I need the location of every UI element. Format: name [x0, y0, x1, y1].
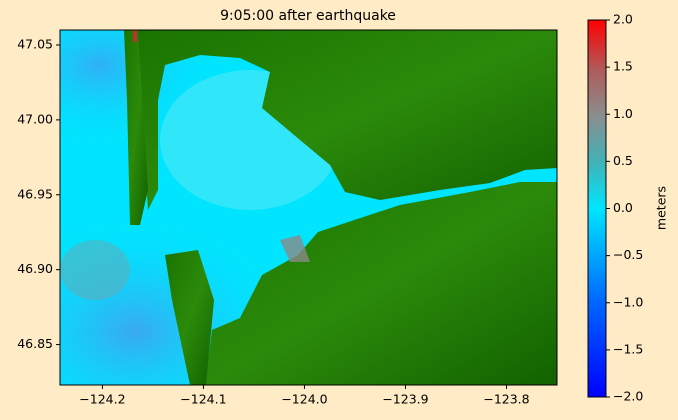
map-image [60, 30, 557, 385]
colorbar-tick-label: −0.5 [613, 247, 643, 262]
colorbar-label: meters [654, 186, 669, 230]
land [137, 30, 557, 210]
spit [124, 30, 148, 225]
colorbar-tick-label: 1.0 [613, 106, 633, 121]
y-tick-label: 47.00 [17, 111, 53, 126]
x-tick-label: −123.8 [483, 392, 529, 407]
y-tick-label: 46.85 [17, 336, 53, 351]
x-tick-label: −124.0 [281, 392, 327, 407]
colorbar-tick-label: 0.0 [613, 200, 633, 215]
colorbar-tick-label: −2.0 [613, 389, 643, 404]
high-water [133, 30, 137, 42]
y-tick-label: 47.05 [17, 36, 53, 51]
sea-shade [60, 240, 130, 300]
colorbar-tick-label: −1.5 [613, 341, 643, 356]
high-water [280, 235, 310, 262]
channel [525, 170, 557, 182]
x-tick-label: −124.2 [79, 392, 125, 407]
y-tick-label: 46.95 [17, 186, 53, 201]
colorbar [587, 19, 607, 398]
colorbar-tick-label: −1.0 [613, 294, 643, 309]
colorbar-tick-label: 1.5 [613, 59, 633, 74]
axes-frame [59, 29, 558, 386]
x-tick-label: −123.9 [382, 392, 428, 407]
coast-strip [165, 250, 214, 385]
land [205, 182, 557, 385]
chart-title: 9:05:00 after earthquake [220, 8, 396, 24]
x-tick-label: −124.1 [180, 392, 226, 407]
colorbar-tick-label: 0.5 [613, 153, 633, 168]
colorbar-tick-label: 2.0 [613, 12, 633, 27]
y-tick-label: 46.90 [17, 261, 53, 276]
